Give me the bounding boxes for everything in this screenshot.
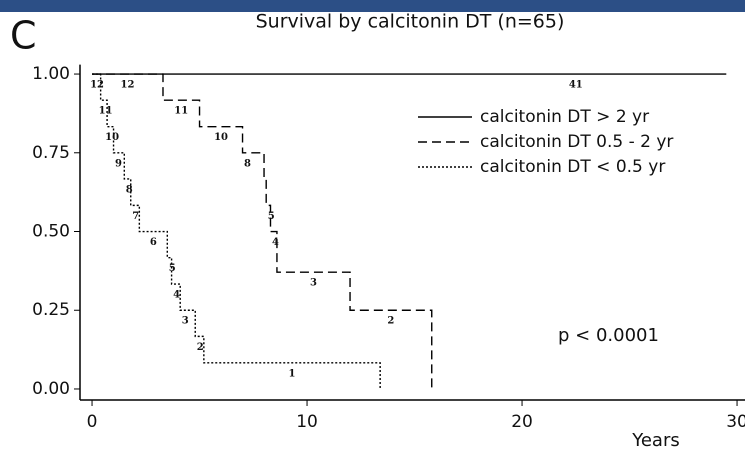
- y-tick-label: 1.00: [32, 64, 70, 84]
- at-risk-label: 5: [268, 211, 275, 222]
- at-risk-label: 8: [126, 184, 133, 195]
- x-tick-label: 20: [511, 412, 533, 432]
- at-risk-label: 2: [197, 342, 204, 353]
- chart-title: Survival by calcitonin DT (n=65): [256, 11, 565, 33]
- annotation: p < 0.0001: [558, 325, 659, 346]
- at-risk-label: 2: [387, 316, 394, 327]
- at-risk-label: 3: [310, 278, 317, 289]
- at-risk-label: 10: [105, 132, 119, 143]
- at-risk-label: 9: [115, 158, 122, 169]
- x-tick-label: 10: [296, 412, 318, 432]
- at-risk-label: 1: [289, 368, 296, 379]
- survival-curve: [92, 73, 381, 389]
- y-tick-label: 0.50: [32, 222, 70, 242]
- x-tick-label: 0: [87, 412, 98, 432]
- x-tick-label: 30: [726, 412, 745, 432]
- top-bar: [0, 0, 745, 12]
- at-risk-label: 41: [569, 80, 583, 91]
- survival-curve: [92, 73, 433, 389]
- panel-label: C: [10, 14, 37, 58]
- y-tick-label: 0.25: [32, 300, 70, 320]
- at-risk-label: 11: [174, 106, 188, 117]
- at-risk-label: 7: [132, 211, 139, 222]
- at-risk-label: 10: [214, 132, 228, 143]
- legend-label: calcitonin DT < 0.5 yr: [480, 157, 665, 177]
- at-risk-label: 8: [244, 158, 251, 169]
- at-risk-label: 3: [182, 316, 189, 327]
- y-tick-label: 0.75: [32, 143, 70, 163]
- at-risk-label: 11: [99, 106, 113, 117]
- legend-label: calcitonin DT > 2 yr: [480, 107, 649, 127]
- legend-label: calcitonin DT 0.5 - 2 yr: [480, 132, 673, 152]
- at-risk-label: 12: [90, 80, 104, 91]
- y-tick-label: 0.00: [32, 379, 70, 399]
- at-risk-label: 6: [150, 237, 157, 248]
- at-risk-label: 12: [121, 80, 135, 91]
- at-risk-label: 4: [173, 290, 180, 301]
- at-risk-label: 4: [272, 237, 279, 248]
- at-risk-label: 5: [169, 263, 176, 274]
- x-axis-label: Years: [631, 430, 680, 451]
